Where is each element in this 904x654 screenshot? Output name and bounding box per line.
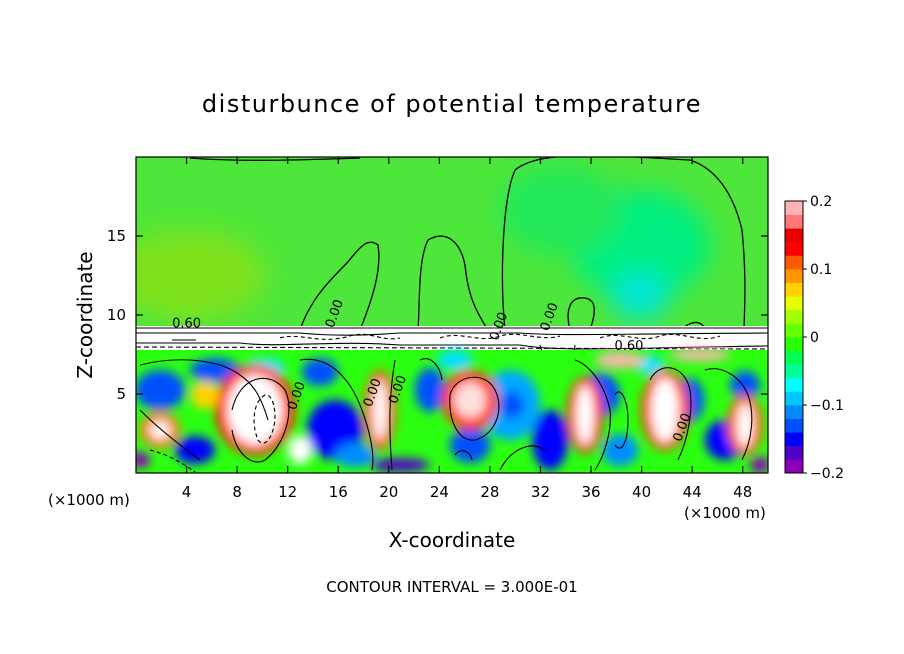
colorbar-swatch [785, 418, 803, 433]
x-tick-label: 8 [232, 483, 242, 501]
colorbar-tick-label: −0.1 [810, 398, 844, 414]
colorbar-swatch [785, 459, 803, 474]
colorbar-swatch [785, 337, 803, 351]
colorbar-swatch [785, 201, 803, 215]
lower-contours [139, 358, 753, 473]
colorbar-swatch [785, 241, 803, 256]
y-tick-label: 5 [116, 385, 126, 403]
x-tick-label: 44 [683, 483, 702, 501]
colorbar-tick-label: 0 [810, 330, 819, 346]
colorbar-swatch [785, 405, 803, 419]
colorbar-swatch [785, 432, 803, 447]
x-axis-unit-left: (×1000 m) [48, 491, 130, 509]
colorbar-swatch [785, 282, 803, 297]
upper-contours [189, 157, 746, 331]
x-tick-label: 4 [182, 483, 192, 501]
colorbar-tick-label: 0.2 [810, 194, 832, 210]
colorbar-swatch [785, 364, 803, 379]
y-axis-label: Z-coordinate [73, 251, 97, 378]
x-tick-label: 16 [329, 483, 348, 501]
contour-interval-annotation: CONTOUR INTERVAL = 3.000E-01 [326, 578, 577, 596]
colorbar-swatch [785, 350, 803, 365]
colorbar-swatch [785, 323, 803, 338]
colorbar-swatch [785, 391, 803, 406]
colorbar-tick-label: −0.2 [810, 466, 844, 482]
x-tick-label: 12 [278, 483, 297, 501]
contour-label: 0.60 [614, 339, 643, 354]
y-tick-label: 15 [107, 227, 126, 245]
x-tick-label: 36 [581, 483, 600, 501]
x-tick-label: 28 [480, 483, 499, 501]
y-tick-label: 10 [107, 306, 126, 324]
x-tick-label: 24 [430, 483, 449, 501]
colorbar-swatch [785, 296, 803, 311]
colorbar-tick-label: 0.1 [810, 262, 832, 278]
colorbar-swatch [785, 445, 803, 460]
colorbar-swatch [785, 228, 803, 243]
inversion-band [136, 326, 768, 350]
x-tick-label: 48 [733, 483, 752, 501]
x-axis-label: X-coordinate [389, 528, 516, 552]
x-axis-unit-right: (×1000 m) [684, 504, 766, 522]
upper-layer-anomalies [136, 165, 710, 320]
colorbar-swatch [785, 269, 803, 283]
colorbar: 0.2 0.1 0 −0.1 −0.2 [784, 194, 844, 482]
colorbar-swatch [785, 309, 803, 324]
contour-label: 0.60 [172, 317, 201, 332]
x-tick-label: 20 [379, 483, 398, 501]
plot-area [136, 157, 768, 473]
lower-layer-field [136, 349, 768, 473]
colorbar-swatch [785, 214, 803, 229]
x-tick-label: 32 [531, 483, 550, 501]
colorbar-swatch [785, 255, 803, 270]
x-tick-label: 40 [632, 483, 651, 501]
colorbar-swatch [785, 377, 803, 392]
chart-title: disturbunce of potential temperature [202, 90, 702, 118]
